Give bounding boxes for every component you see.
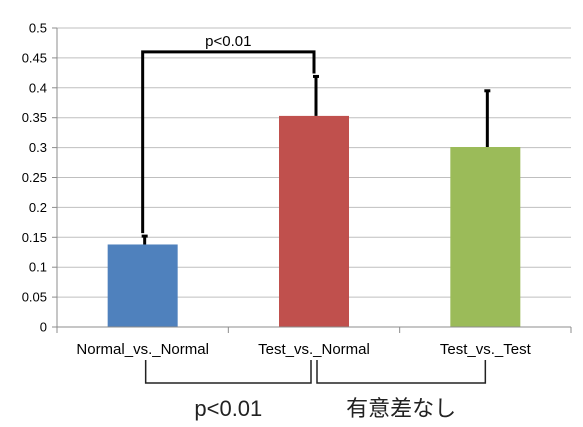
y-tick-label: 0.3	[29, 140, 47, 155]
bars	[107, 115, 521, 327]
y-tick-label: 0	[40, 320, 47, 335]
significance-bracket	[141, 50, 316, 234]
bottom-comparison-brackets: p<0.01 有意差なし	[144, 360, 487, 421]
y-tick-label: 0.45	[22, 50, 47, 65]
bottom-bracket-label-1: p<0.01	[194, 396, 262, 421]
x-axis-tick-labels: Normal_vs._Normal Test_vs._Normal Test_vs.…	[76, 341, 531, 358]
bottom-bracket-label-2: 有意差なし	[346, 396, 456, 421]
y-tick-label: 0.25	[22, 170, 47, 185]
y-tick-label: 0.1	[29, 260, 47, 275]
x-tick-label: Test_vs._Normal	[258, 341, 370, 358]
axes	[52, 27, 572, 333]
y-tick-label: 0.15	[22, 230, 47, 245]
significance-label: p<0.01	[205, 33, 251, 50]
y-axis-tick-labels: 0 0.05 0.1 0.15 0.2 0.25 0.3 0.35 0.4 0.45 0.5	[22, 21, 47, 335]
significance-bracket-top: p<0.01	[141, 33, 316, 234]
bar-3	[450, 147, 521, 327]
y-tick-label: 0.4	[29, 80, 47, 95]
y-tick-label: 0.05	[22, 290, 47, 305]
y-tick-label: 0.5	[29, 21, 47, 36]
x-tick-label: Normal_vs._Normal	[76, 341, 209, 358]
x-tick-label: Test_vs._Test	[440, 341, 532, 358]
y-tick-label: 0.2	[29, 200, 47, 215]
error-bars	[141, 74, 491, 245]
y-tick-label: 0.35	[22, 110, 47, 125]
bottom-bracket-2	[316, 360, 487, 384]
bottom-bracket-1	[144, 360, 312, 384]
bar-2	[279, 115, 349, 327]
bar-1	[107, 244, 178, 327]
